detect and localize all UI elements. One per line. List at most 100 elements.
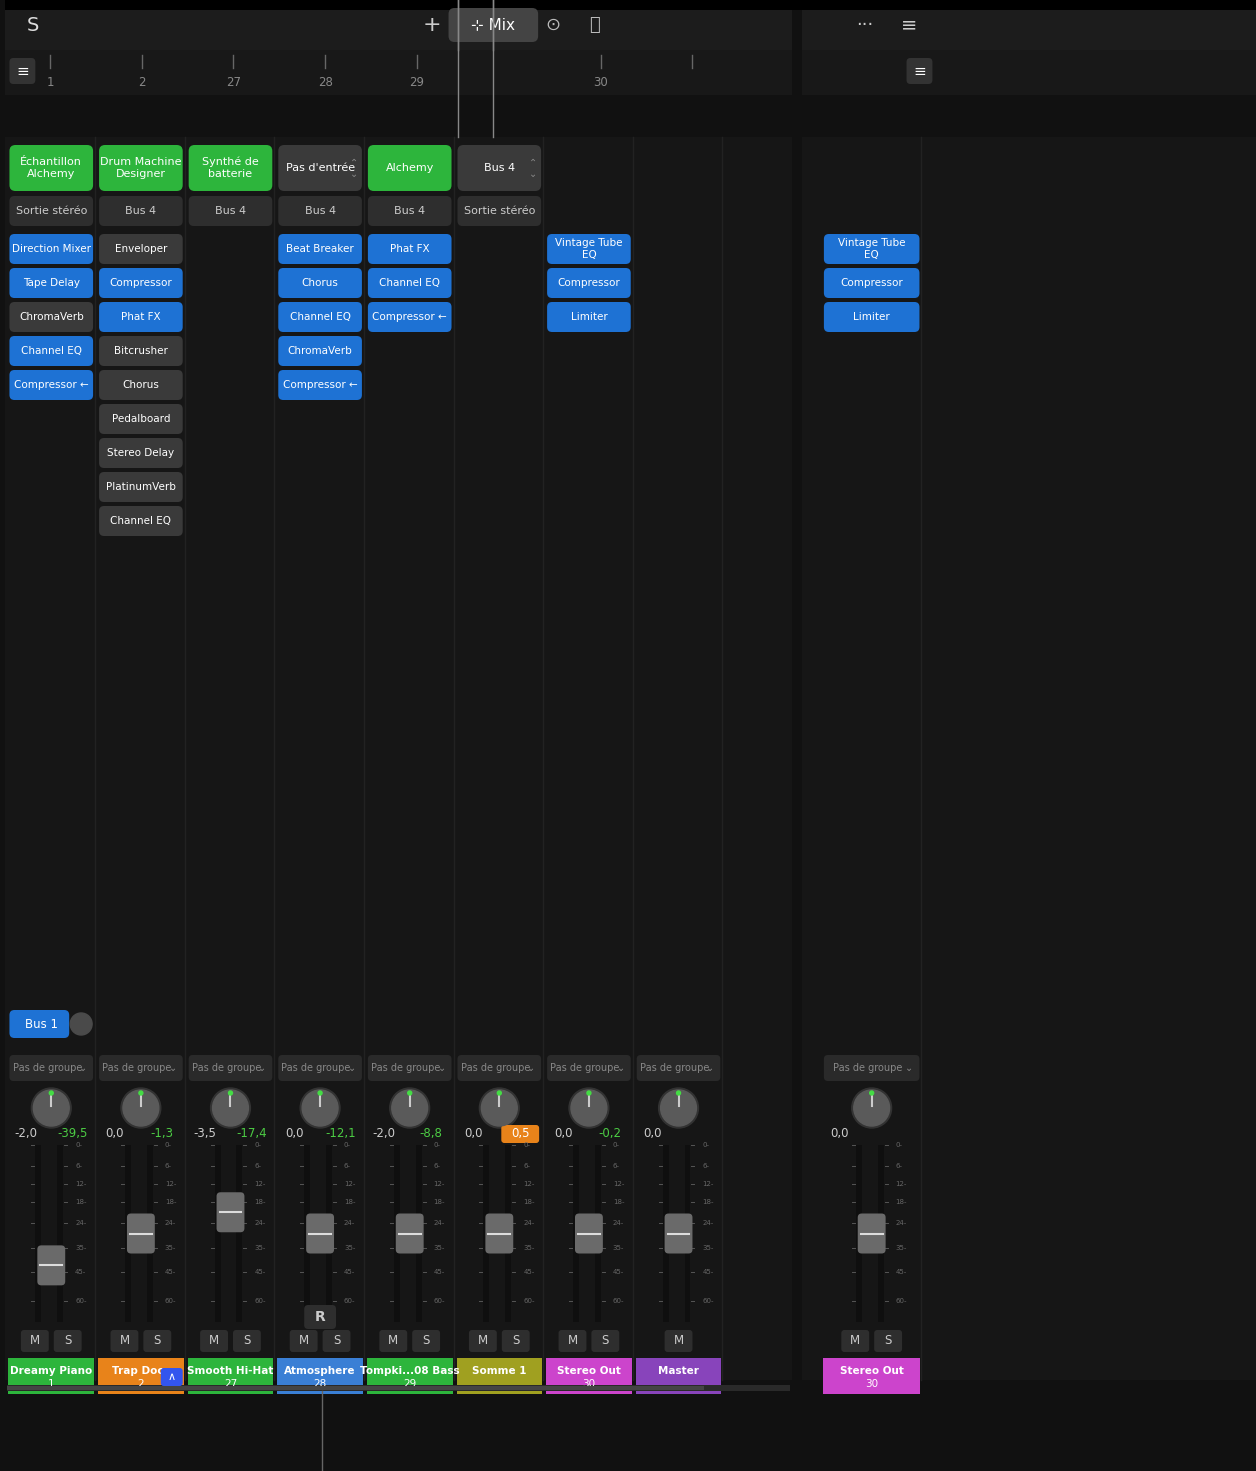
Text: M: M <box>388 1334 398 1347</box>
Bar <box>236 1144 242 1322</box>
Text: 18-: 18- <box>75 1199 87 1205</box>
Text: 45-: 45- <box>524 1269 535 1275</box>
Text: ⌄: ⌄ <box>168 1064 177 1072</box>
Text: 45-: 45- <box>165 1269 176 1275</box>
Text: M: M <box>568 1334 578 1347</box>
Circle shape <box>229 1091 232 1094</box>
Text: M: M <box>30 1334 40 1347</box>
Text: Échantillon
Alchemy: Échantillon Alchemy <box>20 157 82 179</box>
FancyBboxPatch shape <box>216 1193 245 1233</box>
FancyBboxPatch shape <box>548 302 631 332</box>
Text: Pas de groupe: Pas de groupe <box>550 1064 619 1072</box>
FancyBboxPatch shape <box>127 1214 154 1253</box>
Text: -2,0: -2,0 <box>372 1127 396 1140</box>
Text: Bus 4: Bus 4 <box>215 206 246 216</box>
Text: Alchemy: Alchemy <box>386 163 433 174</box>
Text: Pas de groupe: Pas de groupe <box>102 1064 172 1072</box>
FancyBboxPatch shape <box>664 1330 692 1352</box>
FancyBboxPatch shape <box>664 1214 692 1253</box>
Ellipse shape <box>212 1090 249 1125</box>
Text: ⌄: ⌄ <box>528 1064 535 1072</box>
Circle shape <box>139 1091 143 1094</box>
Text: 0-: 0- <box>165 1141 172 1147</box>
Text: PlatinumVerb: PlatinumVerb <box>106 482 176 491</box>
FancyBboxPatch shape <box>161 1368 182 1386</box>
FancyBboxPatch shape <box>379 1330 407 1352</box>
Circle shape <box>587 1091 590 1094</box>
Circle shape <box>869 1091 874 1094</box>
FancyBboxPatch shape <box>10 335 93 366</box>
Text: 24-: 24- <box>433 1219 445 1225</box>
Circle shape <box>677 1091 681 1094</box>
Text: Channel EQ: Channel EQ <box>290 312 350 322</box>
Text: Limiter: Limiter <box>570 312 608 322</box>
FancyBboxPatch shape <box>279 335 362 366</box>
FancyBboxPatch shape <box>99 472 182 502</box>
FancyBboxPatch shape <box>290 1330 318 1352</box>
FancyBboxPatch shape <box>368 302 451 332</box>
Ellipse shape <box>389 1089 430 1128</box>
FancyBboxPatch shape <box>548 1055 631 1081</box>
Text: ⌄: ⌄ <box>906 1064 913 1072</box>
Text: 28: 28 <box>318 75 333 88</box>
Text: Synthé de
batterie: Synthé de batterie <box>202 157 259 179</box>
Text: 24-: 24- <box>896 1219 907 1225</box>
Text: Compressor: Compressor <box>558 278 620 288</box>
Text: S: S <box>884 1334 892 1347</box>
Bar <box>9 1358 94 1395</box>
Text: Sortie stéréo: Sortie stéréo <box>15 206 87 216</box>
Text: Bus 1: Bus 1 <box>25 1018 58 1031</box>
Text: Bitcrusher: Bitcrusher <box>114 346 168 356</box>
Ellipse shape <box>661 1090 696 1125</box>
Text: Limiter: Limiter <box>853 312 891 322</box>
Bar <box>416 1144 422 1322</box>
Text: 0-: 0- <box>255 1141 261 1147</box>
FancyBboxPatch shape <box>99 335 182 366</box>
Text: Pas de groupe: Pas de groupe <box>192 1064 261 1072</box>
Text: 0,0: 0,0 <box>554 1127 573 1140</box>
Text: -2,0: -2,0 <box>14 1127 36 1140</box>
Text: -1,3: -1,3 <box>151 1127 173 1140</box>
Text: ∧: ∧ <box>168 1372 176 1381</box>
Text: 60-: 60- <box>613 1297 624 1303</box>
Text: Pas de groupe: Pas de groupe <box>371 1064 441 1072</box>
Text: 18-: 18- <box>896 1199 907 1205</box>
Ellipse shape <box>31 1089 72 1128</box>
Text: Atmosphere: Atmosphere <box>284 1367 355 1375</box>
Text: 12-: 12- <box>255 1181 266 1187</box>
FancyBboxPatch shape <box>323 1330 350 1352</box>
FancyBboxPatch shape <box>412 1330 440 1352</box>
Text: 24-: 24- <box>255 1219 265 1225</box>
FancyBboxPatch shape <box>21 1330 49 1352</box>
Text: ≡: ≡ <box>16 63 29 78</box>
Bar <box>546 1358 632 1395</box>
Bar <box>304 1144 310 1322</box>
Text: Phat FX: Phat FX <box>389 244 430 254</box>
Circle shape <box>497 1091 501 1094</box>
Text: 6-: 6- <box>702 1164 710 1169</box>
Ellipse shape <box>34 1090 69 1125</box>
Text: M: M <box>299 1334 309 1347</box>
Text: 6-: 6- <box>75 1164 82 1169</box>
Text: Stereo Delay: Stereo Delay <box>107 449 175 457</box>
Text: Compressor: Compressor <box>109 278 172 288</box>
Bar <box>803 137 1256 1380</box>
Text: 35-: 35- <box>255 1244 266 1250</box>
Text: M: M <box>850 1334 860 1347</box>
Text: S: S <box>28 16 39 34</box>
Text: Bus 4: Bus 4 <box>304 206 335 216</box>
Ellipse shape <box>571 1090 607 1125</box>
FancyBboxPatch shape <box>54 1330 82 1352</box>
Text: 30: 30 <box>583 1378 595 1389</box>
Bar <box>505 1144 511 1322</box>
Text: +: + <box>422 15 441 35</box>
Text: -39,5: -39,5 <box>57 1127 88 1140</box>
Text: 60-: 60- <box>433 1297 445 1303</box>
Text: 6-: 6- <box>344 1164 350 1169</box>
FancyBboxPatch shape <box>99 196 182 227</box>
Bar <box>5 50 793 96</box>
FancyBboxPatch shape <box>548 268 631 299</box>
Text: ⌄: ⌄ <box>348 1064 355 1072</box>
Text: 45-: 45- <box>613 1269 624 1275</box>
FancyBboxPatch shape <box>279 196 362 227</box>
